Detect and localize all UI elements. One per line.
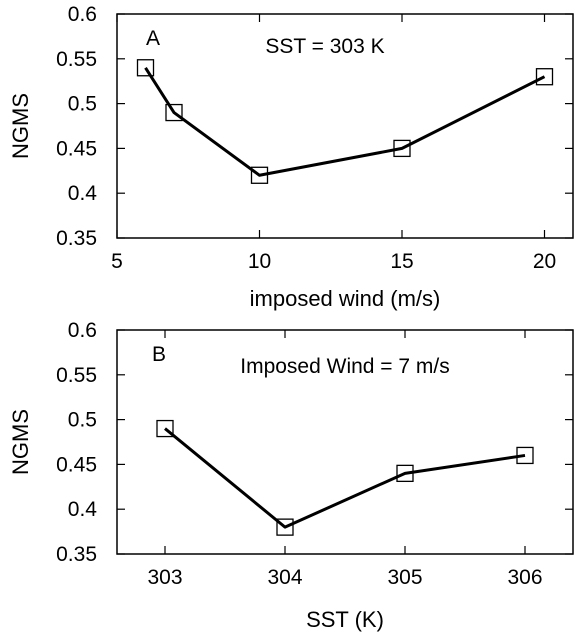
panel-a-tick-labels: 5 10 15 20 0.35 0.4 0.45 0.5 0.55 0.6: [56, 3, 556, 273]
panel-a-y-tick-label: 0.55: [56, 48, 97, 71]
panel-b-data-point: [396, 464, 414, 483]
panel-a-y-tick-label: 0.4: [68, 182, 98, 205]
panel-b-ticks: [117, 329, 573, 555]
panel-a-y-axis-label: NGMS: [8, 93, 33, 159]
panel-b-y-tick-label: 0.4: [68, 498, 98, 521]
panel-a-label: A: [146, 27, 160, 50]
panel-a-series-line: [144, 66, 546, 177]
panel-b-y-tick-label: 0.45: [56, 453, 97, 476]
panel-b-x-tick-label: 305: [387, 566, 422, 589]
panel-b-x-tick-label: 306: [507, 566, 542, 589]
panel-b-data-point: [156, 419, 174, 438]
panel-a-x-tick-label: 10: [248, 250, 271, 273]
panel-b-y-tick-label: 0.5: [68, 409, 97, 432]
panel-a-y-tick-label: 0.5: [68, 93, 97, 116]
panel-a-y-tick-label: 0.35: [56, 227, 97, 250]
panel-a-annotation: SST = 303 K: [265, 35, 384, 58]
panel-a-data-point: [250, 166, 269, 184]
panel-a-data-point: [165, 103, 183, 122]
panel-b-y-tick-label: 0.55: [56, 364, 97, 387]
panel-b-x-axis-label: SST (K): [306, 607, 384, 632]
panel-b-frame: [116, 329, 574, 555]
panel-b-markers: [156, 419, 534, 536]
panel-a-y-tick-label: 0.45: [56, 137, 97, 160]
panel-a-ticks: [116, 13, 573, 239]
panel-b-x-tick-label: 303: [147, 566, 182, 589]
panel-b-y-axis-label: NGMS: [8, 409, 33, 475]
panel-b-label: B: [152, 343, 166, 366]
panel-a-data-point: [393, 139, 411, 158]
panel-a-markers: [136, 59, 554, 184]
panel-b: 303 304 305 306 0.35 0.4 0.45 0.5 0.55 0.6 B Impo…: [8, 319, 574, 632]
panel-a-x-tick-label: 15: [390, 250, 413, 273]
panel-b-y-tick-label: 0.6: [68, 319, 97, 342]
panel-b-data-point: [516, 446, 534, 465]
panel-b-series-line: [164, 427, 526, 529]
panel-a-x-tick-label: 20: [533, 250, 556, 273]
panel-a-x-axis-label: imposed wind (m/s): [250, 286, 441, 311]
panel-b-data-point: [276, 518, 294, 536]
panel-b-x-tick-label: 304: [267, 566, 302, 589]
panel-a: 5 10 15 20 0.35 0.4 0.45 0.5 0.55 0.6 A SST = 303…: [8, 3, 574, 311]
panel-b-tick-labels: 303 304 305 306 0.35 0.4 0.45 0.5 0.55 0.6: [56, 319, 542, 589]
panel-b-y-tick-label: 0.35: [56, 543, 97, 566]
panel-a-frame: [116, 13, 574, 239]
panel-b-annotation: Imposed Wind = 7 m/s: [240, 355, 450, 378]
panel-a-data-point: [535, 68, 554, 86]
panel-a-x-tick-label: 5: [111, 250, 123, 273]
panel-a-y-tick-label: 0.6: [68, 3, 97, 26]
panel-a-data-point: [136, 59, 155, 77]
